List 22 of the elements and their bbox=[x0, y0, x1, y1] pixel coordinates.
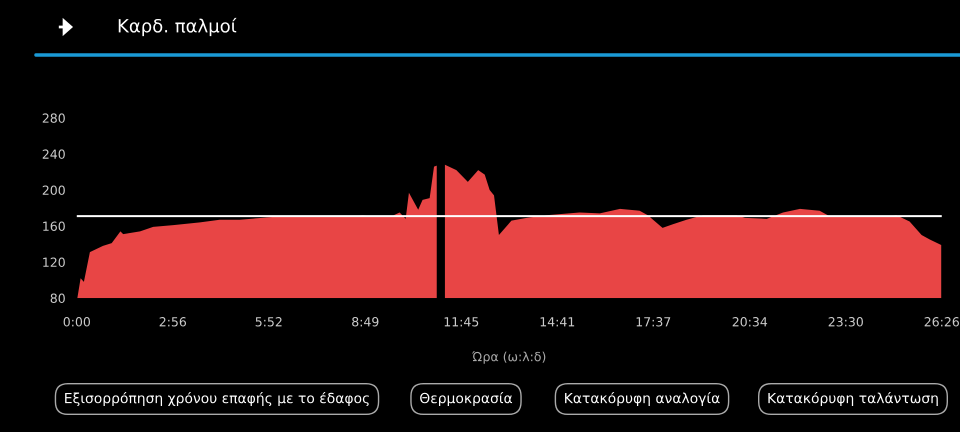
x-tick-label: 23:30 bbox=[828, 317, 863, 327]
x-tick-label: 5:52 bbox=[256, 317, 282, 327]
x-tick-label: 8:49 bbox=[352, 317, 378, 327]
x-tick-label: 14:41 bbox=[540, 317, 574, 326]
y-tick-label: 240 bbox=[42, 149, 65, 159]
x-tick-label: 26:26 bbox=[924, 317, 959, 327]
y-tick-label: 160 bbox=[43, 221, 65, 231]
text: Κατακόρυφη ταλάντωση bbox=[768, 392, 938, 406]
text: Κατακόρυφη αναλογία bbox=[565, 392, 720, 406]
y-tick-label: 80 bbox=[50, 294, 65, 304]
x-tick-label: 11:45 bbox=[444, 317, 478, 327]
text: Εξισορρόπηση χρόνου επαφής με το έδαφος bbox=[65, 392, 369, 406]
chart-title: Καρδ. παλμοί bbox=[118, 18, 237, 36]
x-axis-title: Ώρα (ω:λ:δ) bbox=[472, 351, 546, 364]
text: Θερμοκρασία bbox=[420, 392, 512, 406]
y-tick-label: 200 bbox=[42, 185, 65, 195]
y-tick-label: 120 bbox=[43, 258, 65, 267]
x-tick-label: 2:56 bbox=[160, 317, 186, 327]
x-tick-label: 20:34 bbox=[732, 317, 768, 327]
x-tick-label: 17:37 bbox=[636, 317, 670, 327]
x-tick-label: 0:00 bbox=[64, 317, 90, 327]
y-tick-label: 280 bbox=[42, 113, 65, 123]
